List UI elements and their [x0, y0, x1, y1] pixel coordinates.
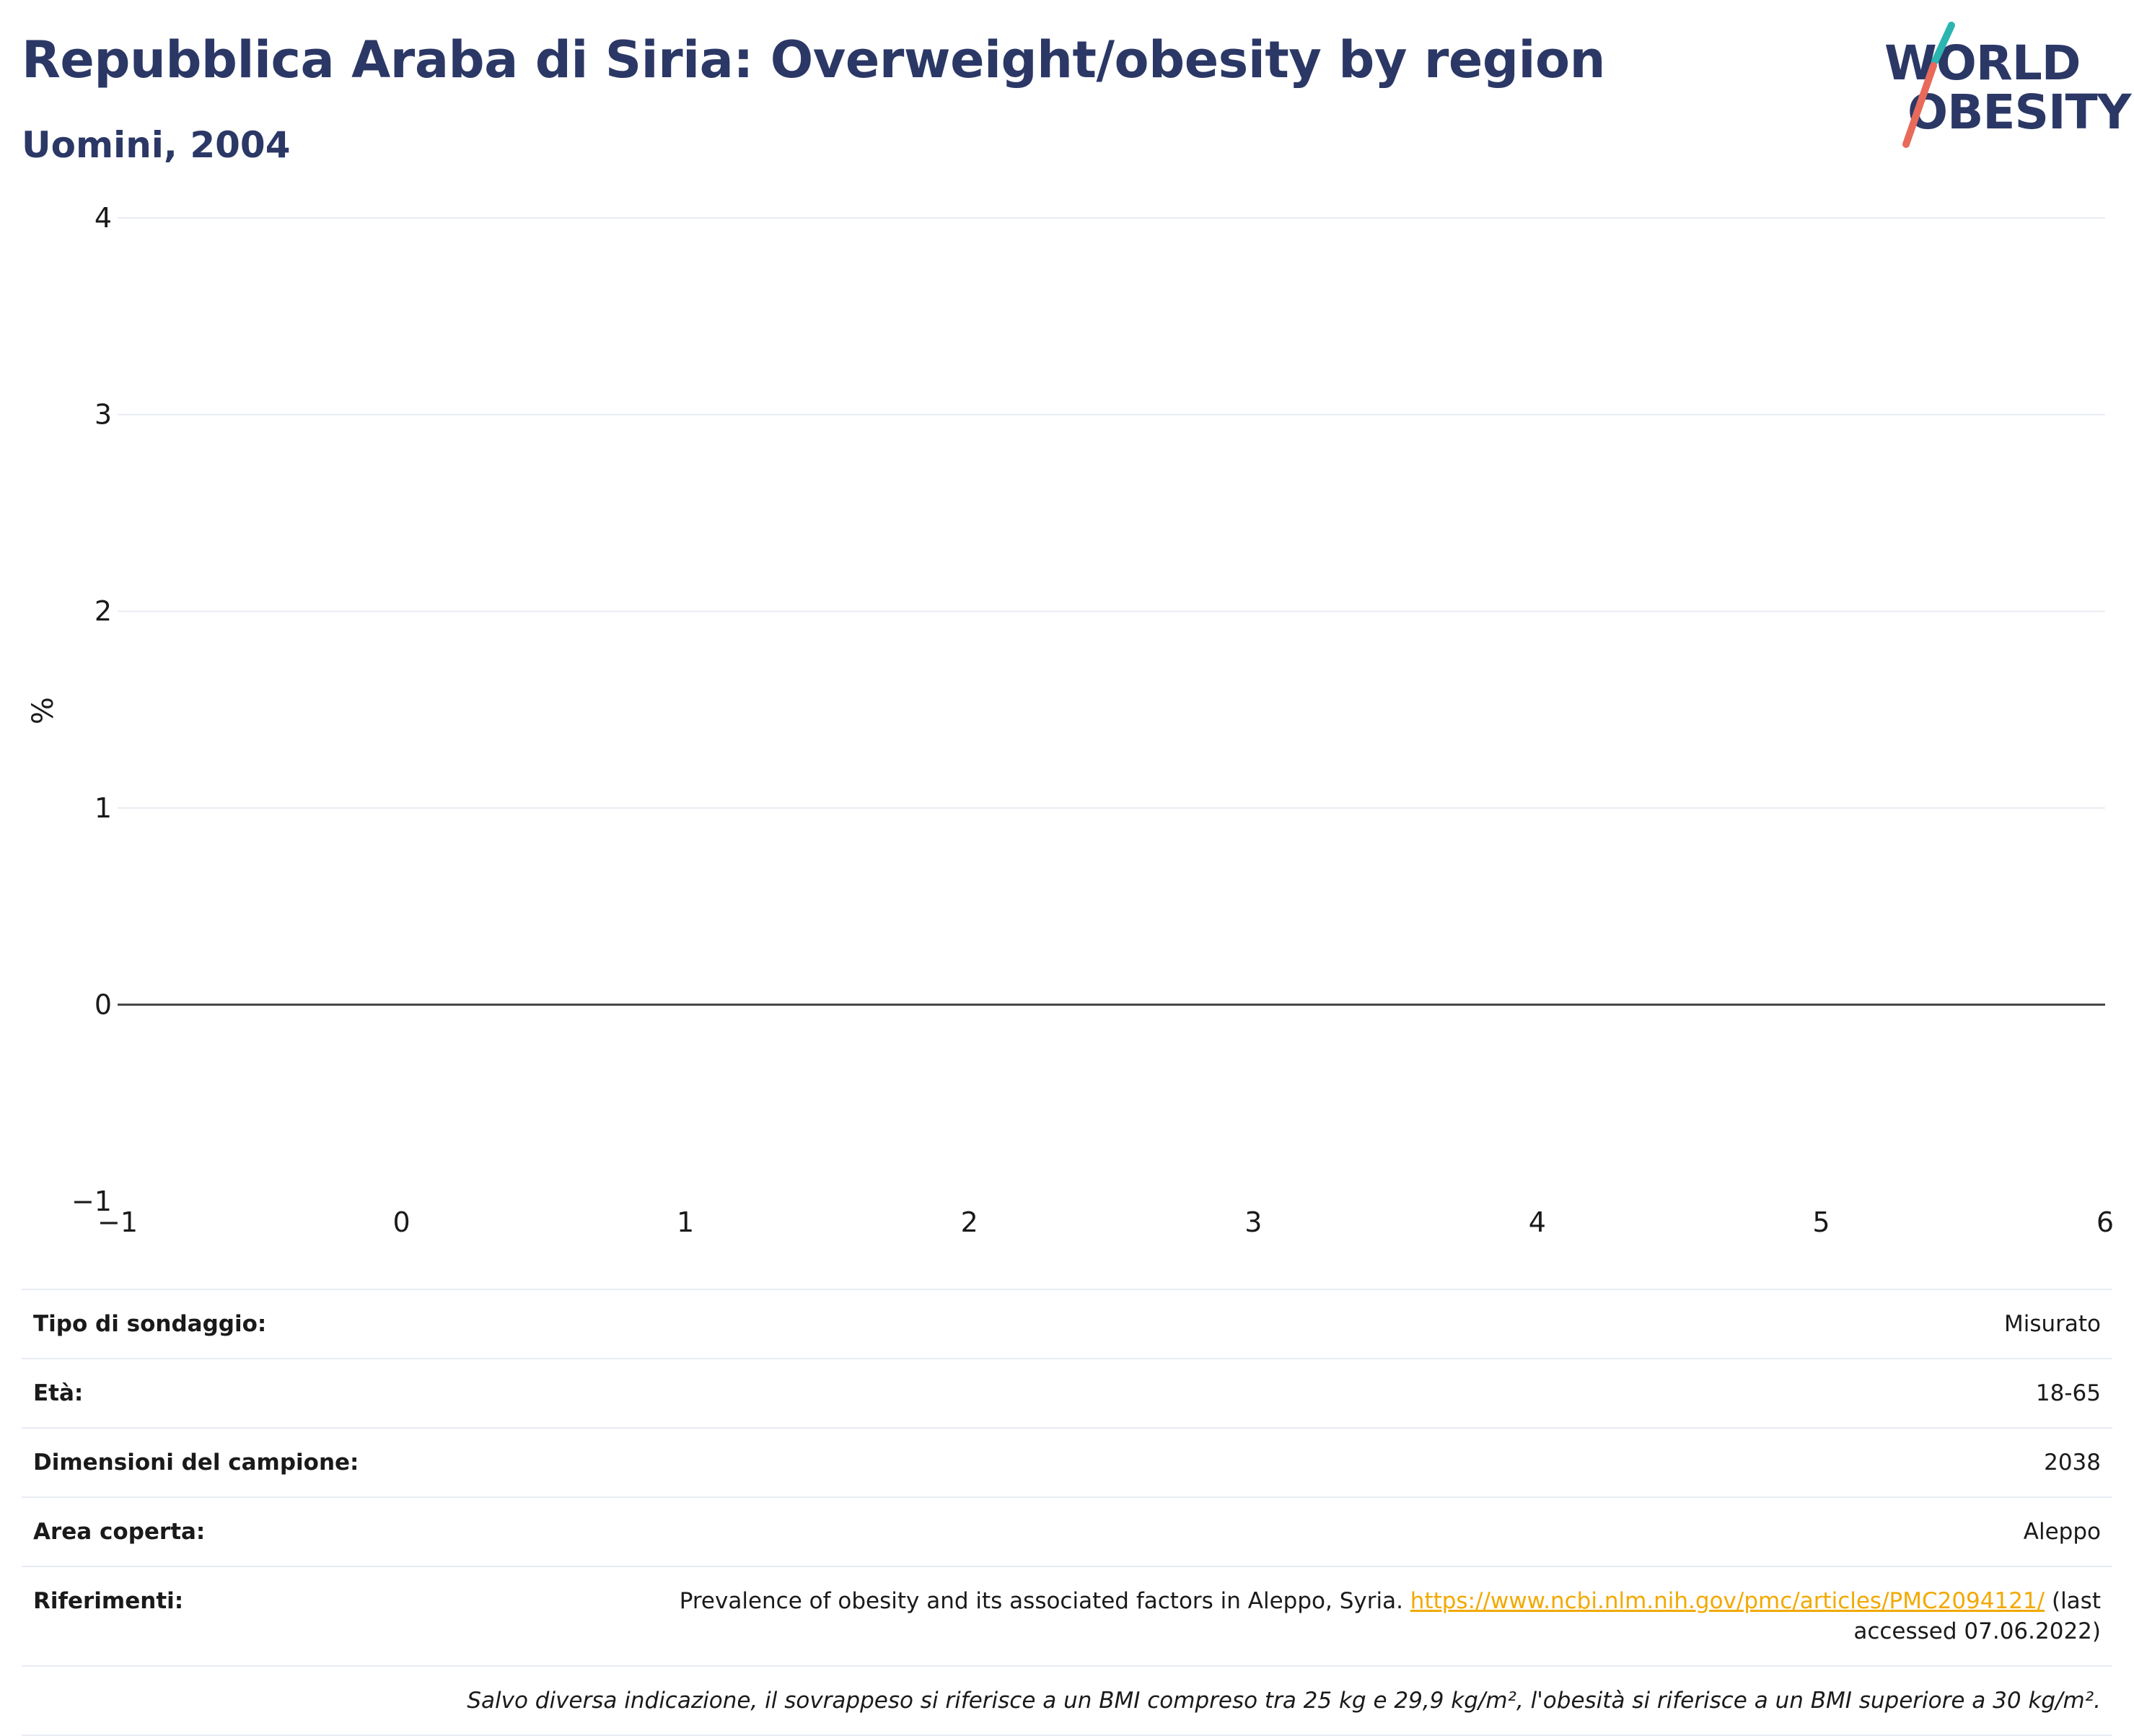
y-tick-label: 1	[95, 792, 112, 824]
detail-value: 18-65	[2035, 1380, 2101, 1406]
detail-value: Misurato	[2003, 1311, 2101, 1337]
references-label: Riferimenti:	[33, 1588, 184, 1614]
x-tick-label: 3	[1244, 1206, 1262, 1238]
y-tick-label: 0	[95, 988, 112, 1020]
chart-plot: −1 0 1 2 3 4 5 6 −1 0 1 2 3 4 %	[27, 202, 2114, 1238]
x-tick-label: 5	[1812, 1206, 1830, 1238]
y-tick-label: 2	[95, 595, 112, 627]
chart-subtitle: Uomini, 2004	[22, 124, 291, 166]
detail-row: Area coperta: Aleppo	[22, 1498, 2112, 1567]
chart-title: Repubblica Araba di Siria: Overweight/ob…	[22, 30, 1605, 89]
detail-value: Aleppo	[2023, 1519, 2101, 1545]
x-tick-label: 2	[961, 1206, 978, 1238]
detail-label: Età:	[33, 1380, 84, 1406]
grid-lines	[118, 217, 2105, 1006]
detail-value: 2038	[2044, 1450, 2101, 1476]
x-tick-label: 6	[2096, 1206, 2114, 1238]
detail-label: Tipo di sondaggio:	[33, 1311, 267, 1337]
y-tick-label: 3	[95, 399, 112, 431]
x-tick-label: 1	[677, 1206, 694, 1238]
reference-accessed: (last accessed 07.06.2022)	[1853, 1588, 2101, 1644]
reference-link[interactable]: https://www.ncbi.nlm.nih.gov/pmc/article…	[1410, 1588, 2045, 1614]
x-tick-label: 0	[392, 1206, 410, 1238]
logo-line-1: WORLD	[1884, 35, 2081, 91]
y-axis-label: %	[27, 697, 60, 724]
y-axis-ticks: −1 0 1 2 3 4	[71, 202, 112, 1217]
x-tick-label: 4	[1529, 1206, 1546, 1238]
logo-slash-icon	[1902, 22, 1955, 148]
bmi-definition-note: Salvo diversa indicazione, il sovrappeso…	[22, 1667, 2112, 1736]
detail-label: Area coperta:	[33, 1519, 206, 1545]
references-row: Riferimenti: Prevalence of obesity and i…	[22, 1567, 2112, 1667]
world-obesity-logo: WORLD OBESITY	[1876, 18, 2131, 155]
x-axis-ticks: −1 0 1 2 3 4 5 6	[97, 1206, 2114, 1238]
y-tick-label: 4	[95, 202, 112, 234]
detail-label: Dimensioni del campione:	[33, 1450, 359, 1476]
detail-row: Età: 18-65	[22, 1359, 2112, 1429]
references-value: Prevalence of obesity and its associated…	[615, 1586, 2101, 1647]
logo-line-2: OBESITY	[1907, 84, 2131, 140]
detail-row: Dimensioni del campione: 2038	[22, 1429, 2112, 1498]
detail-row: Tipo di sondaggio: Misurato	[22, 1290, 2112, 1359]
y-tick-label: −1	[71, 1185, 112, 1217]
x-tick-label: −1	[97, 1206, 138, 1238]
survey-details-table: Tipo di sondaggio: Misurato Età: 18-65 Dimen…	[22, 1289, 2112, 1736]
reference-text: Prevalence of obesity and its associated…	[679, 1588, 1410, 1614]
